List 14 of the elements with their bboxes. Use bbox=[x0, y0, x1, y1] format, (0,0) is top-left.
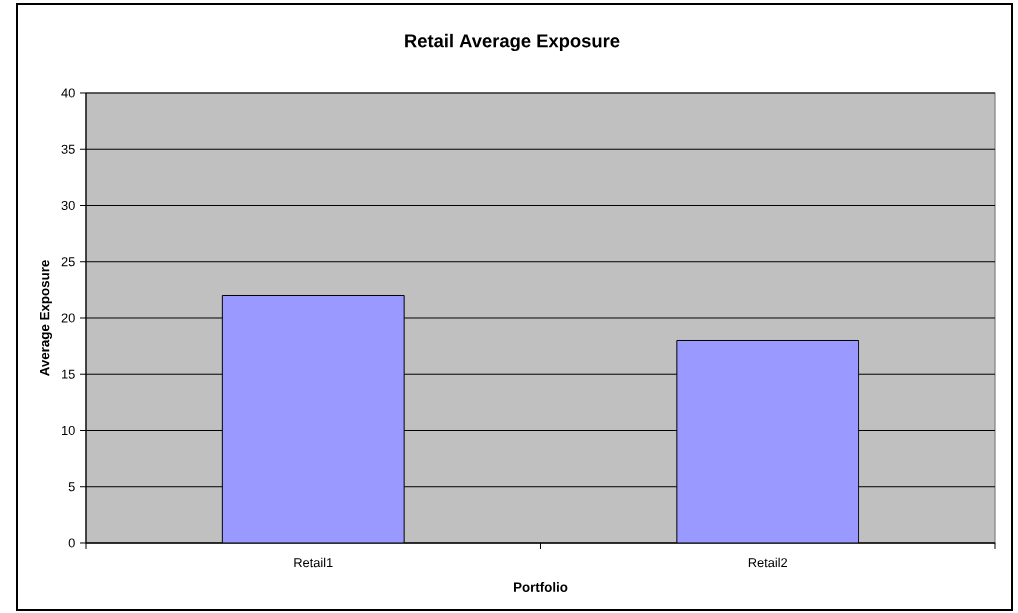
chart-title: Retail Average Exposure bbox=[405, 33, 620, 52]
y-tick-label: 40 bbox=[61, 88, 75, 98]
y-tick-label: 25 bbox=[61, 257, 75, 267]
x-tick-label: Retail1 bbox=[294, 557, 333, 568]
y-tick-label: 20 bbox=[61, 313, 75, 323]
y-tick-label: 0 bbox=[68, 538, 75, 548]
y-tick-label: 15 bbox=[62, 369, 75, 379]
x-tick-label: Retail2 bbox=[748, 557, 788, 568]
y-tick-label: 35 bbox=[61, 144, 75, 154]
y-tick-label: 10 bbox=[62, 425, 75, 436]
y-tick-label: 5 bbox=[68, 482, 75, 492]
y-tick-label: 30 bbox=[61, 200, 75, 211]
y-axis-title: Average Exposure bbox=[40, 260, 52, 376]
x-axis-title: Portfolio bbox=[514, 582, 568, 592]
